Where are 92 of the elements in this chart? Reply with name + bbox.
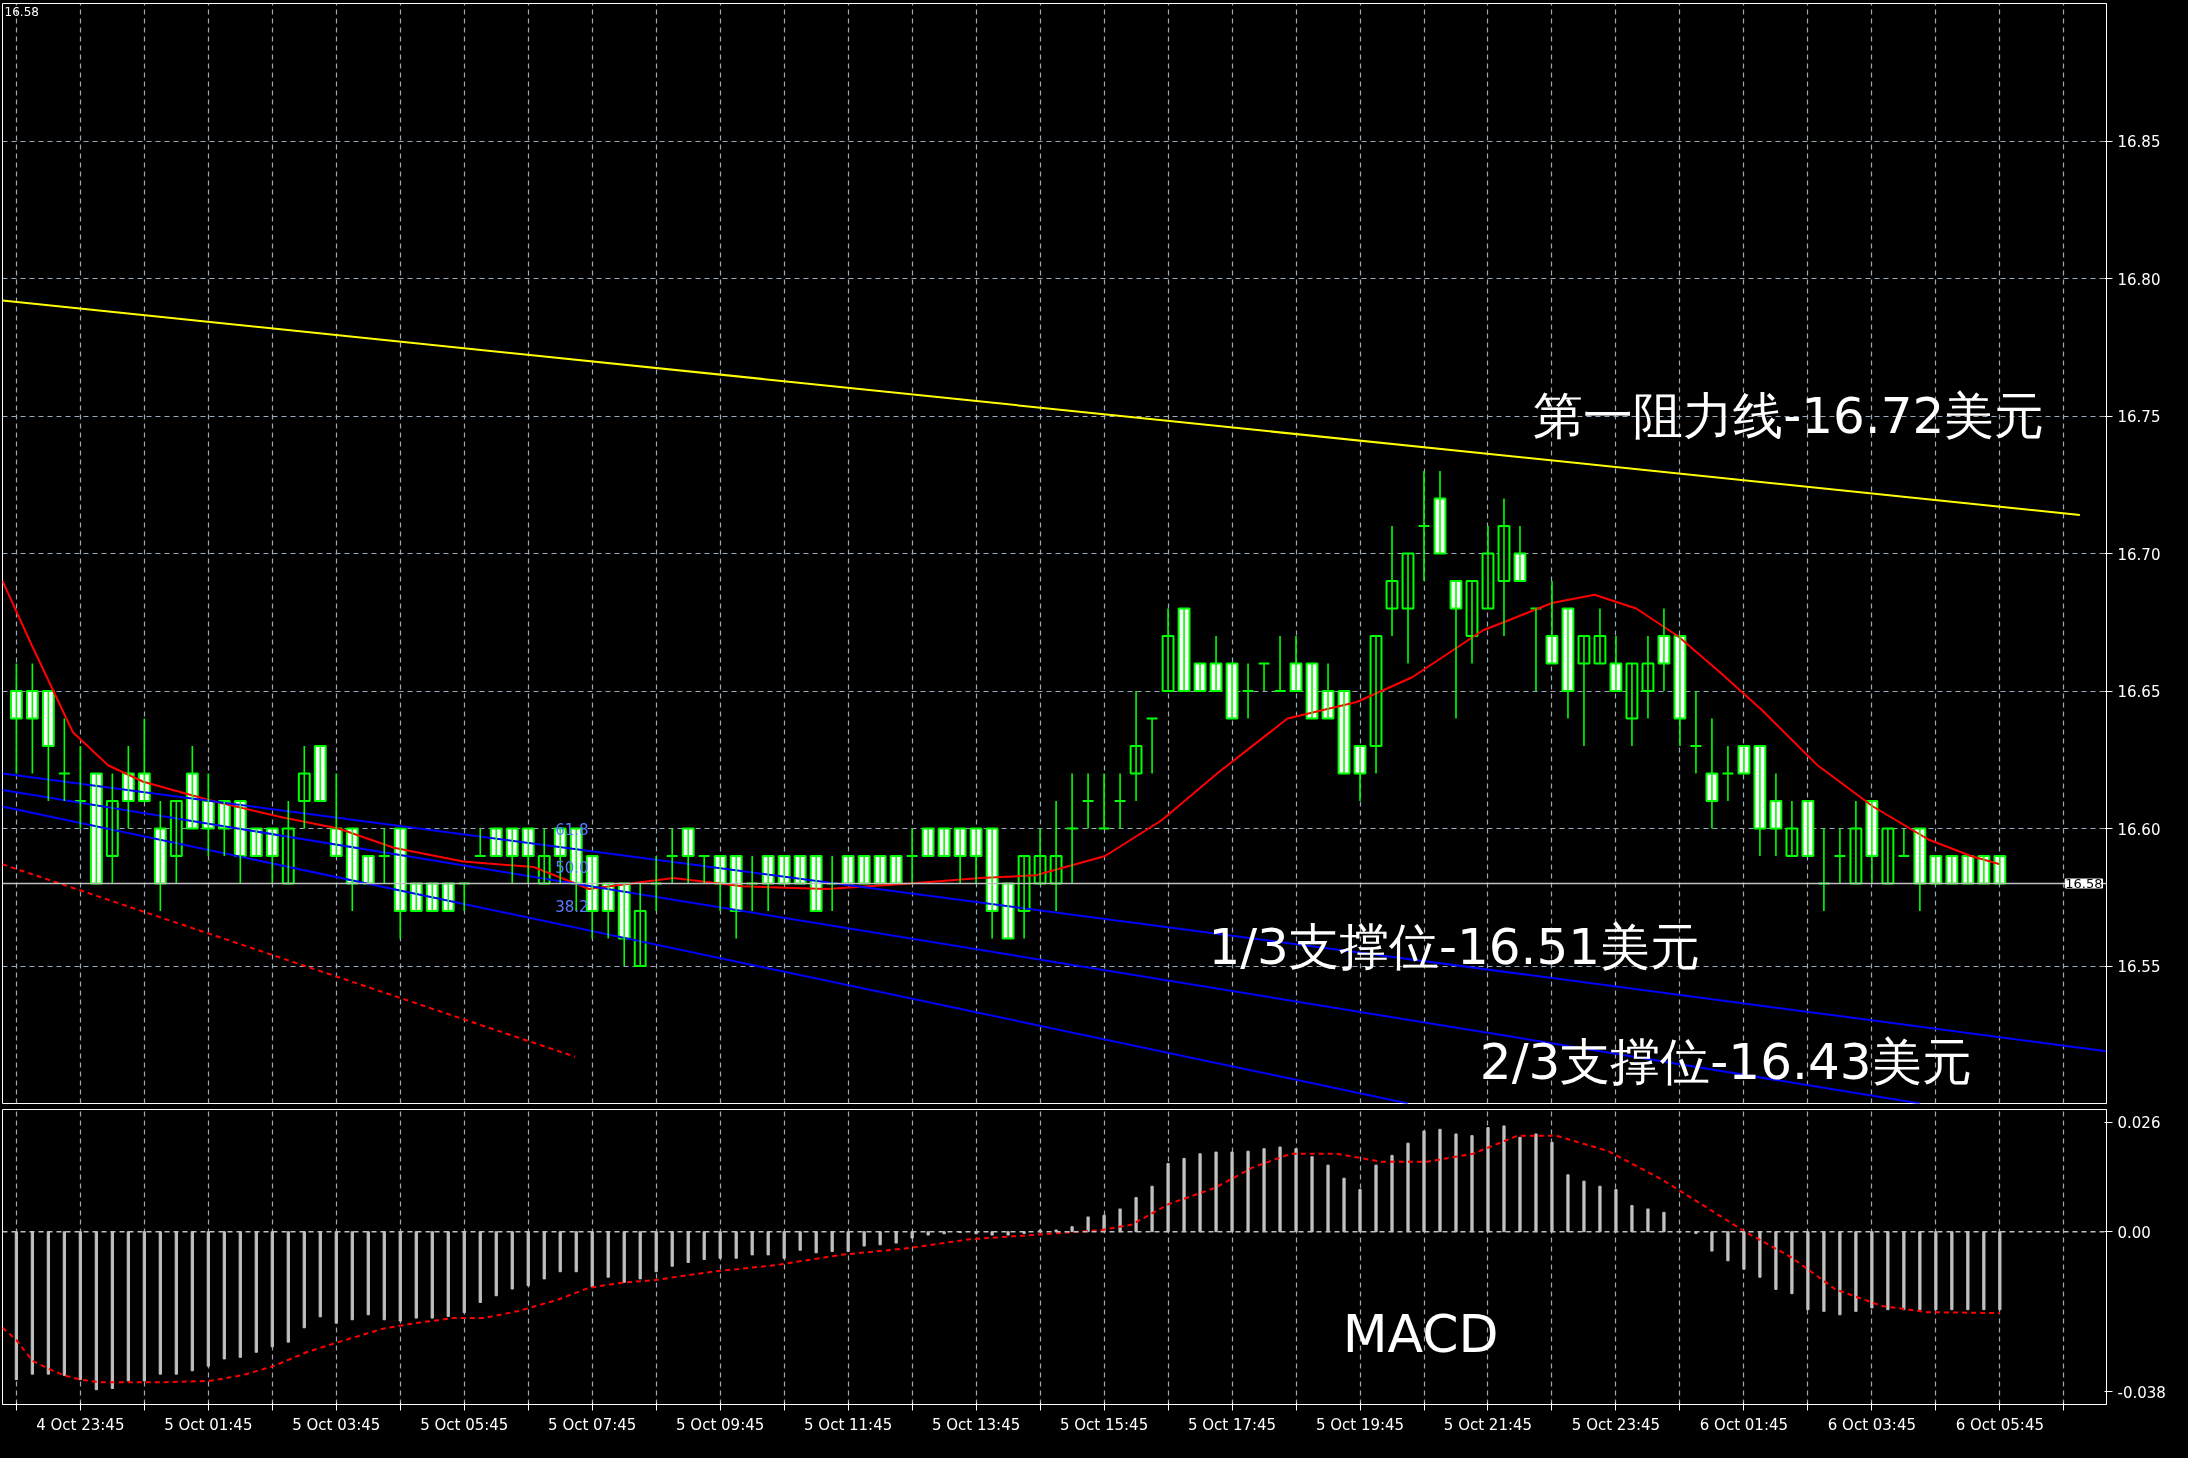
y-tick-label: 16.80 [2117, 270, 2161, 289]
x-tick-label: 5 Oct 03:45 [292, 1415, 381, 1434]
candlestick [889, 855, 903, 885]
candlestick [41, 690, 55, 802]
x-tick-label: 5 Oct 13:45 [932, 1415, 1021, 1434]
candlestick [1945, 855, 1959, 885]
candlestick [1529, 607, 1543, 692]
y-tick-label: -0.038 [2117, 1383, 2166, 1402]
x-tick-label: 5 Oct 09:45 [676, 1415, 765, 1434]
candlestick [777, 855, 791, 885]
y-tick-label: 0.026 [2117, 1114, 2161, 1133]
candlestick [1337, 690, 1351, 775]
candlestick [1833, 827, 1847, 885]
candlestick [857, 855, 871, 885]
candlestick [1881, 827, 1895, 885]
annotation: 第一阻力线-16.72美元 [1533, 387, 2045, 445]
candlestick [25, 662, 39, 775]
candlestick [1257, 662, 1271, 692]
candlestick [665, 827, 679, 885]
x-tick-label: 5 Oct 07:45 [548, 1415, 637, 1434]
x-tick-label: 5 Oct 19:45 [1315, 1415, 1405, 1434]
x-tick-label: 5 Oct 15:45 [1059, 1415, 1149, 1434]
candlestick [937, 827, 951, 857]
candlestick [57, 717, 71, 802]
candlestick [793, 855, 807, 885]
candlestick [377, 827, 391, 885]
x-tick-label: 5 Oct 01:45 [164, 1415, 253, 1434]
candlestick [1081, 772, 1095, 830]
candlestick [1721, 745, 1735, 802]
annotation: 50.0 [555, 859, 589, 877]
candlestick [1273, 635, 1287, 692]
x-tick-label: 5 Oct 23:45 [1571, 1415, 1661, 1434]
y-tick-label: 16.70 [2117, 545, 2161, 564]
annotation: MACD [1342, 1303, 1499, 1364]
x-tick-label: 6 Oct 03:45 [1827, 1415, 1917, 1434]
candlestick [1417, 470, 1431, 582]
candlestick [921, 827, 935, 857]
y-tick-label: 16.60 [2117, 820, 2161, 839]
candlestick [809, 855, 823, 912]
candlestick [425, 882, 439, 912]
candlestick [1993, 855, 2007, 885]
candlestick [1193, 662, 1207, 692]
candlestick [1305, 662, 1319, 720]
candlestick [745, 855, 759, 912]
x-tick-label: 6 Oct 05:45 [1955, 1415, 2044, 1434]
candlestick [1929, 855, 1943, 885]
candlestick [649, 855, 663, 912]
candlestick [873, 855, 887, 885]
candlestick [825, 855, 839, 912]
candlestick [313, 745, 327, 802]
candlestick [1065, 772, 1079, 885]
y-tick-label: 16.85 [2117, 133, 2161, 151]
x-tick-label: 5 Oct 05:45 [420, 1415, 509, 1434]
y-tick-label: 16.55 [2117, 958, 2161, 976]
candlestick [409, 882, 423, 912]
candlestick [361, 855, 375, 885]
y-tick-label: 0.00 [2117, 1223, 2151, 1242]
x-tick-label: 6 Oct 01:45 [1699, 1415, 1789, 1434]
candlestick [249, 827, 263, 857]
candlestick [1145, 717, 1159, 775]
candlestick [1737, 745, 1751, 775]
candlestick [9, 662, 23, 775]
candlestick [473, 827, 487, 857]
candlestick [489, 827, 503, 857]
annotation: 16.58 [4, 4, 39, 19]
candlestick [841, 855, 855, 885]
candlestick [1097, 772, 1111, 830]
candlestick [1689, 690, 1703, 775]
candlestick [1113, 772, 1127, 830]
candlestick [1817, 827, 1831, 912]
x-tick-label: 5 Oct 21:45 [1443, 1415, 1533, 1434]
candlestick [1225, 662, 1239, 720]
candlestick [1977, 855, 1991, 885]
candlestick [89, 772, 103, 885]
candlestick [457, 882, 471, 912]
x-tick-label: 5 Oct 17:45 [1187, 1415, 1277, 1434]
candlestick [1241, 662, 1255, 720]
annotation: 61.8 [555, 820, 589, 839]
x-tick-label: 5 Oct 11:45 [804, 1415, 893, 1434]
candlestick [905, 827, 919, 885]
candlestick [441, 882, 455, 912]
candlestick [1897, 827, 1911, 857]
candlestick [697, 855, 711, 885]
y-tick-label: 16.65 [2117, 683, 2161, 701]
ref-line-label: 16.58 [2065, 876, 2103, 891]
candlestick [1961, 855, 1975, 885]
candlestick [73, 745, 87, 830]
x-tick-label: 4 Oct 23:45 [36, 1415, 125, 1434]
candlestick [1801, 800, 1815, 857]
y-tick-label: 16.75 [2117, 408, 2161, 426]
candlestick [1001, 882, 1015, 940]
candlestick [1177, 607, 1191, 692]
